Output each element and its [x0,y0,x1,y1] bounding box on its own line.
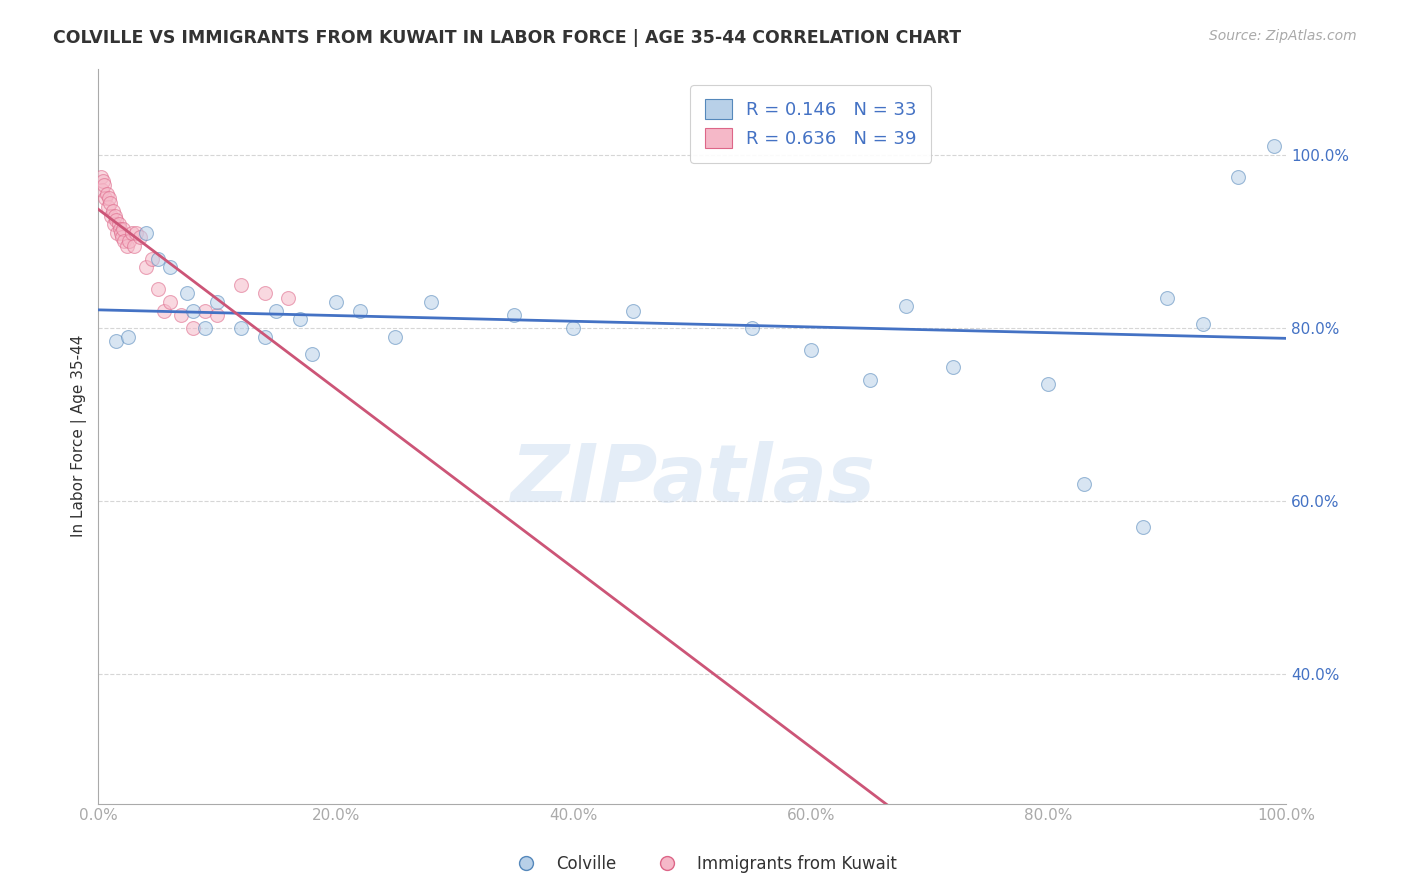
Legend: Colville, Immigrants from Kuwait: Colville, Immigrants from Kuwait [503,848,903,880]
Point [146,282,169,296]
Point [266,303,288,318]
Point [94,191,117,205]
Point [115,239,138,253]
Point [129,230,152,244]
Point [90,169,112,184]
Point [117,329,139,343]
Point [1156,291,1178,305]
Point [176,286,198,301]
Point [229,321,252,335]
Point [125,226,148,240]
Point [97,200,120,214]
Point [1227,169,1250,184]
Y-axis label: In Labor Force | Age 35-44: In Labor Force | Age 35-44 [72,334,87,537]
Point [121,226,143,240]
Point [1073,476,1095,491]
Point [98,195,121,210]
Text: COLVILLE VS IMMIGRANTS FROM KUWAIT IN LABOR FORCE | AGE 35-44 CORRELATION CHART: COLVILLE VS IMMIGRANTS FROM KUWAIT IN LA… [53,29,962,46]
Point [503,308,526,322]
Point [135,226,157,240]
Point [183,321,205,335]
Point [146,252,169,266]
Point [741,321,763,335]
Point [301,347,323,361]
Point [859,373,882,387]
Point [93,178,115,193]
Point [91,174,114,188]
Point [942,359,965,374]
Point [100,209,122,223]
Point [118,235,141,249]
Point [107,217,129,231]
Legend: R = 0.146   N = 33, R = 0.636   N = 39: R = 0.146 N = 33, R = 0.636 N = 39 [690,85,931,162]
Point [110,226,132,240]
Point [253,329,276,343]
Point [105,212,128,227]
Point [1263,139,1285,153]
Point [111,230,134,244]
Point [894,299,917,313]
Point [96,186,118,201]
Point [105,334,128,348]
Point [194,303,217,318]
Point [384,329,406,343]
Point [253,286,276,301]
Point [103,217,125,231]
Text: Source: ZipAtlas.com: Source: ZipAtlas.com [1209,29,1357,43]
Point [290,312,312,326]
Point [152,303,174,318]
Point [277,291,299,305]
Point [1132,520,1154,534]
Point [419,295,441,310]
Point [1191,317,1213,331]
Point [183,303,205,318]
Point [105,226,128,240]
Point [349,303,371,318]
Point [621,303,644,318]
Point [325,295,347,310]
Text: ZIPatlas: ZIPatlas [509,442,875,519]
Point [194,321,217,335]
Point [122,239,145,253]
Point [101,204,124,219]
Point [141,252,163,266]
Point [135,260,157,275]
Point [205,295,228,310]
Point [112,221,135,235]
Point [90,183,112,197]
Point [104,209,127,223]
Point [108,221,131,235]
Point [205,308,228,322]
Point [170,308,193,322]
Point [159,260,181,275]
Point [98,191,121,205]
Point [1038,377,1060,392]
Point [114,235,136,249]
Point [562,321,585,335]
Point [229,277,252,292]
Point [800,343,823,357]
Point [159,295,181,310]
